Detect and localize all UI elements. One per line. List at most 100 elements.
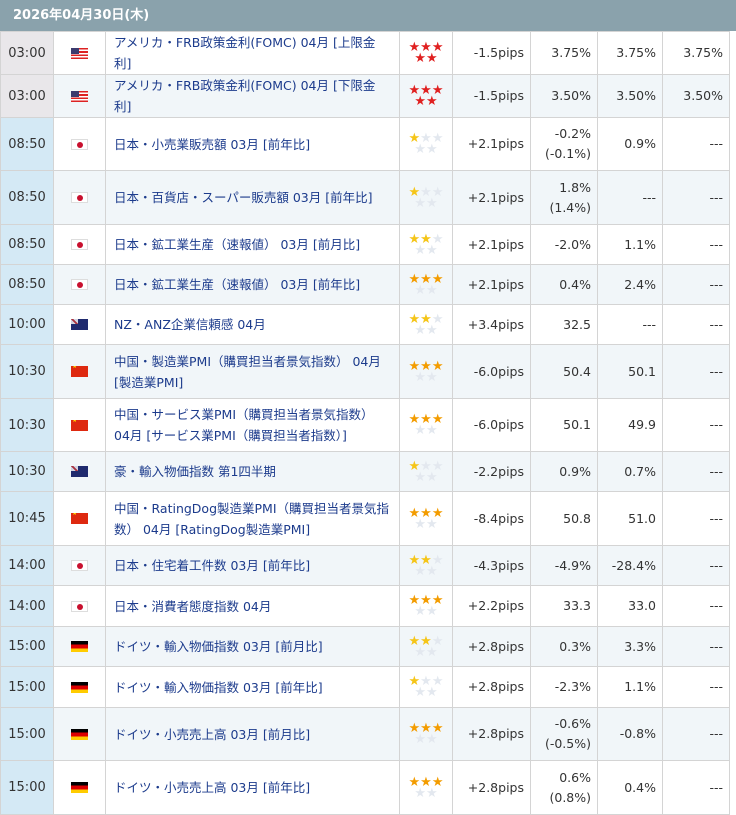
importance-stars: ★★★ ★★ [399, 451, 453, 492]
flag-jp-icon [71, 192, 88, 203]
forecast-cell: -28.4% [597, 545, 663, 586]
flag-de-icon [71, 782, 88, 793]
forecast-cell: -0.8% [597, 707, 663, 761]
event-link[interactable]: 日本・住宅着工件数 03月 [前年比] [105, 545, 400, 586]
time-cell: 15:00 [0, 760, 54, 815]
flag-cn-icon [71, 419, 88, 431]
event-link[interactable]: アメリカ・FRB政策金利(FOMC) 04月 [上限金利] [105, 31, 400, 75]
pips-cell: +2.8pips [452, 666, 531, 708]
event-link[interactable]: 豪・輸入物価指数 第1四半期 [105, 451, 400, 492]
importance-stars: ★★★ ★★ [399, 170, 453, 225]
event-row[interactable]: 10:00 NZ・ANZ企業信頼感 04月 ★★★ ★★ +3.4pips 32.5 ---… [0, 304, 730, 345]
actual-value: -0.6% [554, 716, 591, 731]
event-link[interactable]: 日本・小売業販売額 03月 [前年比] [105, 117, 400, 171]
event-row[interactable]: 10:30中国・製造業PMI（購買担当者景気指数） 04月 [製造業PMI]★★… [0, 344, 730, 399]
star-icon: ★ [408, 311, 421, 327]
pips-cell: +2.1pips [452, 224, 531, 265]
forecast-cell: --- [597, 170, 663, 225]
time-cell: 03:00 [0, 74, 54, 118]
event-link[interactable]: 日本・鉱工業生産（速報値） 03月 [前年比] [105, 264, 400, 305]
event-link[interactable]: 日本・百貨店・スーパー販売額 03月 [前年比] [105, 170, 400, 225]
importance-stars: ★★★ ★★ [399, 304, 453, 345]
star-icon: ★ [408, 271, 421, 287]
event-row[interactable]: 10:45 中国・RatingDog製造業PMI（購買担当者景気指数） 04月 [… [0, 491, 730, 546]
previous-cell: --- [662, 170, 730, 225]
star-icon: ★ [431, 231, 444, 247]
actual-revised: (0.8%) [549, 789, 591, 805]
event-link[interactable]: ドイツ・輸入物価指数 03月 [前月比] [105, 626, 400, 667]
actual-cell: -0.2% (-0.1%) [530, 117, 598, 171]
forecast-cell: 0.4% [597, 760, 663, 815]
event-row[interactable]: 15:00 ドイツ・小売売上高 03月 [前月比] ★★★ ★★ +2.8pips -0.… [0, 707, 730, 761]
actual-cell: 3.50% [530, 74, 598, 118]
event-link[interactable]: 日本・鉱工業生産（速報値） 03月 [前月比] [105, 224, 400, 265]
actual-cell: -2.3% [530, 666, 598, 708]
actual-cell: 33.3 [530, 585, 598, 627]
star-icon: ★ [426, 423, 438, 438]
forecast-cell: --- [597, 304, 663, 345]
pips-cell: -4.3pips [452, 545, 531, 586]
star-icon: ★ [408, 83, 421, 98]
event-row[interactable]: 08:50 日本・鉱工業生産（速報値） 03月 [前年比] ★★★ ★★ +2.1pip… [0, 264, 730, 305]
actual-revised: (1.4%) [549, 199, 591, 215]
star-icon: ★ [431, 184, 444, 200]
event-link[interactable]: ドイツ・輸入物価指数 03月 [前年比] [105, 666, 400, 708]
event-row[interactable]: 08:50 日本・鉱工業生産（速報値） 03月 [前月比] ★★★ ★★ +2.1pip… [0, 224, 730, 265]
forecast-cell: 3.50% [597, 74, 663, 118]
event-row[interactable]: 08:50 日本・小売業販売額 03月 [前年比] ★★★ ★★ +2.1pips -0.… [0, 117, 730, 171]
star-icon: ★ [431, 271, 444, 287]
actual-cell: 50.4 [530, 344, 598, 399]
actual-cell: -0.6% (-0.5%) [530, 707, 598, 761]
actual-value: 0.4% [559, 276, 591, 292]
star-icon: ★ [426, 242, 438, 258]
previous-cell: --- [662, 398, 730, 452]
previous-cell: --- [662, 117, 730, 171]
pips-cell: +2.8pips [452, 707, 531, 761]
flag-jp-icon [71, 600, 88, 612]
event-row[interactable]: 08:50 日本・百貨店・スーパー販売額 03月 [前年比] ★★★ ★★ +2.1pi… [0, 170, 730, 225]
event-link[interactable]: 日本・消費者態度指数 04月 [105, 585, 400, 627]
star-icon: ★ [408, 131, 421, 146]
event-link[interactable]: 中国・サービス業PMI（購買担当者景気指数） 04月 [サービス業PMI（購買担… [105, 398, 400, 452]
actual-revised: (-0.1%) [544, 146, 591, 161]
event-row[interactable]: 10:30 中国・サービス業PMI（購買担当者景気指数） 04月 [サービス業PM… [0, 398, 730, 452]
event-link[interactable]: アメリカ・FRB政策金利(FOMC) 04月 [下限金利] [105, 74, 400, 118]
star-icon: ★ [420, 633, 432, 649]
time-cell: 10:30 [0, 398, 54, 452]
star-icon: ★ [426, 685, 438, 700]
star-icon: ★ [414, 142, 426, 157]
event-link[interactable]: ドイツ・小売売上高 03月 [前月比] [105, 707, 400, 761]
previous-cell: --- [662, 585, 730, 627]
pips-cell: -1.5pips [452, 74, 531, 118]
star-icon: ★ [420, 505, 432, 521]
importance-stars: ★★★ ★★ [399, 117, 453, 171]
pips-cell: +2.8pips [452, 626, 531, 667]
previous-cell: --- [662, 224, 730, 265]
star-icon: ★ [420, 593, 432, 608]
star-icon: ★ [414, 563, 426, 579]
star-icon: ★ [420, 358, 432, 374]
event-row[interactable]: 03:00 アメリカ・FRB政策金利(FOMC) 04月 [下限金利] ★★★ ★★ -… [0, 74, 730, 118]
event-row[interactable]: 14:00 日本・住宅着工件数 03月 [前年比] ★★★ ★★ -4.3pips -4.… [0, 545, 730, 586]
flag-de-icon [71, 728, 88, 740]
event-link[interactable]: 中国・製造業PMI（購買担当者景気指数） 04月 [製造業PMI] [105, 344, 400, 399]
event-link[interactable]: NZ・ANZ企業信頼感 04月 [105, 304, 400, 345]
event-row[interactable]: 10:30 豪・輸入物価指数 第1四半期 ★★★ ★★ -2.2pips 0.9% 0.7%… [0, 451, 730, 492]
star-icon: ★ [426, 563, 438, 579]
star-icon: ★ [426, 732, 438, 747]
event-row[interactable]: 03:00 アメリカ・FRB政策金利(FOMC) 04月 [上限金利] ★★★ ★★ -… [0, 31, 730, 75]
event-link[interactable]: ドイツ・小売売上高 03月 [前年比] [105, 760, 400, 815]
pips-cell: +2.1pips [452, 170, 531, 225]
actual-cell: 0.6% (0.8%) [530, 760, 598, 815]
previous-cell: 3.75% [662, 31, 730, 75]
event-row[interactable]: 14:00 日本・消費者態度指数 04月 ★★★ ★★ +2.2pips 33.3 33.0… [0, 585, 730, 627]
star-icon: ★ [426, 51, 438, 66]
forecast-cell: 3.3% [597, 626, 663, 667]
event-row[interactable]: 15:00 ドイツ・小売売上高 03月 [前年比] ★★★ ★★ +2.8pips 0.6… [0, 760, 730, 815]
event-row[interactable]: 15:00 ドイツ・輸入物価指数 03月 [前月比] ★★★ ★★ +2.8pips 0.… [0, 626, 730, 667]
event-link[interactable]: 中国・RatingDog製造業PMI（購買担当者景気指数） 04月 [Ratin… [105, 491, 400, 546]
flag-jp-icon [71, 138, 88, 150]
star-icon: ★ [414, 423, 426, 438]
importance-stars: ★★★ ★★ [399, 545, 453, 586]
event-row[interactable]: 15:00 ドイツ・輸入物価指数 03月 [前年比] ★★★ ★★ +2.8pips -2… [0, 666, 730, 708]
